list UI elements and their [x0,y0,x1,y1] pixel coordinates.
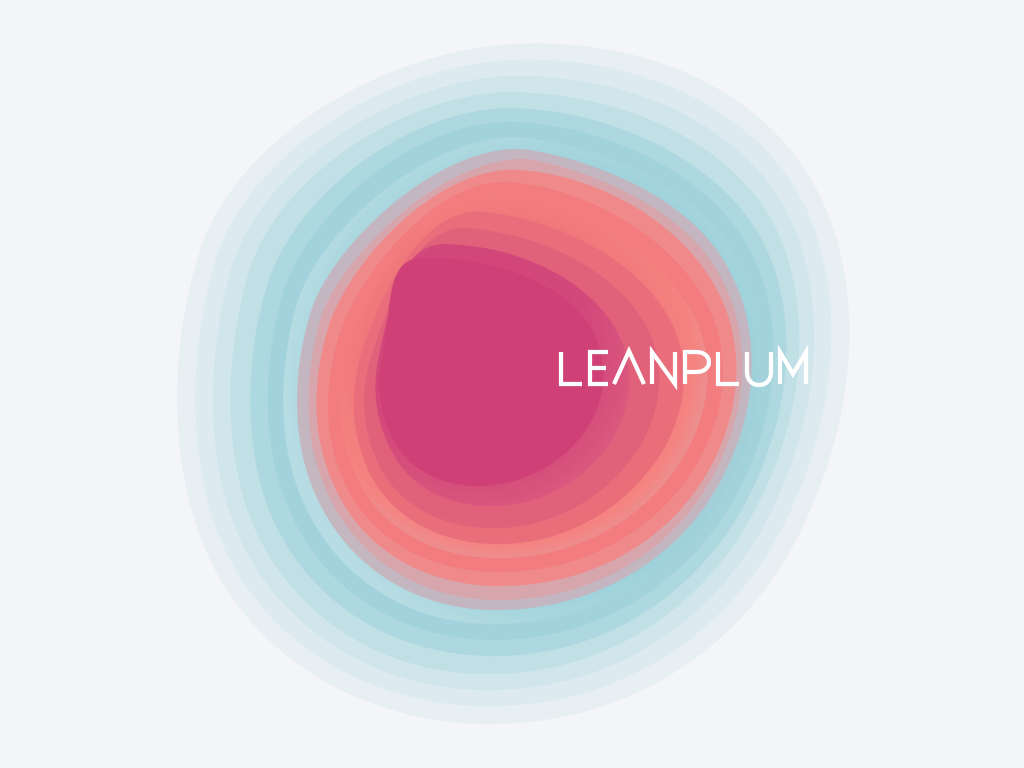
pink-core [375,243,630,507]
leanplum-logo [558,344,809,391]
